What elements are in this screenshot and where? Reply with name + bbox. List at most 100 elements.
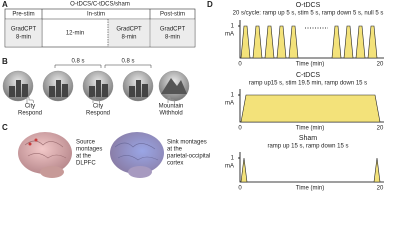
panel-label: B <box>2 57 8 66</box>
waveform <box>240 94 381 123</box>
montage-text: montages <box>76 147 102 153</box>
y-unit: 1 <box>231 156 235 162</box>
task-block <box>150 19 195 47</box>
panel-label: D <box>207 0 213 9</box>
waveform <box>288 25 299 59</box>
phase-label: Pre-stim <box>12 12 34 18</box>
building <box>16 80 21 97</box>
response-label: Respond <box>86 111 110 117</box>
response-label: Withhold <box>159 111 182 117</box>
panel-label: C <box>2 123 8 132</box>
hand-icons <box>26 96 175 103</box>
electrode <box>34 138 38 142</box>
waveform <box>252 25 263 59</box>
waveform-plots: O-tDCS 20 s/cycle: ramp up 5 s, stim 5 s,… <box>225 2 384 192</box>
electrode <box>28 142 32 146</box>
plot-title: C-tDCS <box>296 72 320 79</box>
brain-folds <box>114 142 159 161</box>
plot-subtitle: 20 s/cycle: ramp up 5 s, stim 5 s, ramp … <box>233 11 384 17</box>
montage-text: at the <box>76 154 92 160</box>
y-unit: 1 <box>231 24 235 30</box>
task-label: 8-min <box>121 35 136 41</box>
plot-title: O-tDCS <box>296 2 321 9</box>
building <box>96 80 101 97</box>
y-unit: mA <box>225 32 234 38</box>
montage-text: cortex <box>167 161 183 167</box>
y-unit: mA <box>225 164 234 170</box>
figure: A O-tDCS/C-tDCS/sham Pre-stim In-stim Po… <box>2 0 384 192</box>
task-label: GradCPT <box>160 27 186 33</box>
condition-label: O-tDCS/C-tDCS/sham <box>70 2 130 8</box>
brain-folds <box>24 140 67 159</box>
y-unit: 1 <box>231 93 235 99</box>
waveform <box>367 25 378 59</box>
waveform <box>276 25 287 59</box>
montage-text: Sink montages <box>167 140 207 146</box>
task-label: GradCPT <box>116 27 142 33</box>
waveform <box>343 25 354 59</box>
task-label: 8-min <box>16 35 31 41</box>
photo-group <box>2 70 190 102</box>
x-label: Time (min) <box>296 62 324 68</box>
hand-icon <box>26 96 34 103</box>
building <box>142 84 148 97</box>
task-block <box>5 19 42 47</box>
interval-bracket <box>54 64 152 68</box>
building <box>49 86 55 97</box>
interval-label: 0.8 s <box>121 59 134 65</box>
waveform <box>240 25 251 59</box>
plot-title: Sham <box>299 135 317 142</box>
task-label: GradCPT <box>11 27 37 33</box>
mountain <box>161 78 187 94</box>
stimulus-images <box>2 70 190 102</box>
panel-label: A <box>2 0 8 9</box>
waveform <box>331 25 342 59</box>
x-end: 20 <box>377 186 384 192</box>
hand-icon <box>92 96 100 103</box>
hand-icon <box>167 96 175 103</box>
task-label: 8-min <box>165 35 180 41</box>
montage-text: parietal-occipital <box>167 154 210 160</box>
phase-label: Post-stim <box>160 12 185 18</box>
response-label: City <box>93 104 103 110</box>
response-label: Respond <box>18 111 42 117</box>
building <box>62 84 68 97</box>
page: {"panel_a": {"label": "A", "condition": … <box>2 0 384 192</box>
gap-label: 12-min <box>66 31 84 37</box>
montage-text: at the <box>167 147 183 153</box>
x-end: 20 <box>377 126 384 132</box>
x-label: Time (min) <box>296 186 324 192</box>
montage-text: Source <box>76 140 96 146</box>
building <box>22 84 28 97</box>
building <box>136 80 141 97</box>
waveform <box>373 157 381 183</box>
building <box>129 86 135 97</box>
plot-subtitle: ramp up 15 s, ramp down 15 s <box>267 144 348 150</box>
interval-label: 0.8 s <box>71 59 84 65</box>
x-start: 0 <box>238 126 242 132</box>
montage-text: DLPFC <box>76 161 96 167</box>
brain-stem <box>40 166 64 178</box>
waveform <box>264 25 275 59</box>
x-label: Time (min) <box>296 126 324 132</box>
building <box>56 80 61 97</box>
building <box>89 86 95 97</box>
x-end: 20 <box>377 62 384 68</box>
brain-sink <box>110 132 164 174</box>
brain-source <box>18 132 72 174</box>
response-label: Mountain <box>159 104 184 110</box>
timeline-box <box>4 8 196 48</box>
response-label: City <box>25 104 35 110</box>
y-unit: mA <box>225 101 234 107</box>
building <box>102 84 108 97</box>
phase-label: In-stim <box>87 12 105 18</box>
brain-stem <box>128 166 152 178</box>
waveform <box>355 25 366 59</box>
plot-subtitle: ramp up15 s, stim 19.5 min, ramp down 15… <box>249 81 367 87</box>
x-start: 0 <box>238 62 242 68</box>
waveform <box>240 157 248 183</box>
axes <box>239 152 384 183</box>
building <box>9 86 15 97</box>
task-block <box>108 19 150 47</box>
x-start: 0 <box>238 186 242 192</box>
